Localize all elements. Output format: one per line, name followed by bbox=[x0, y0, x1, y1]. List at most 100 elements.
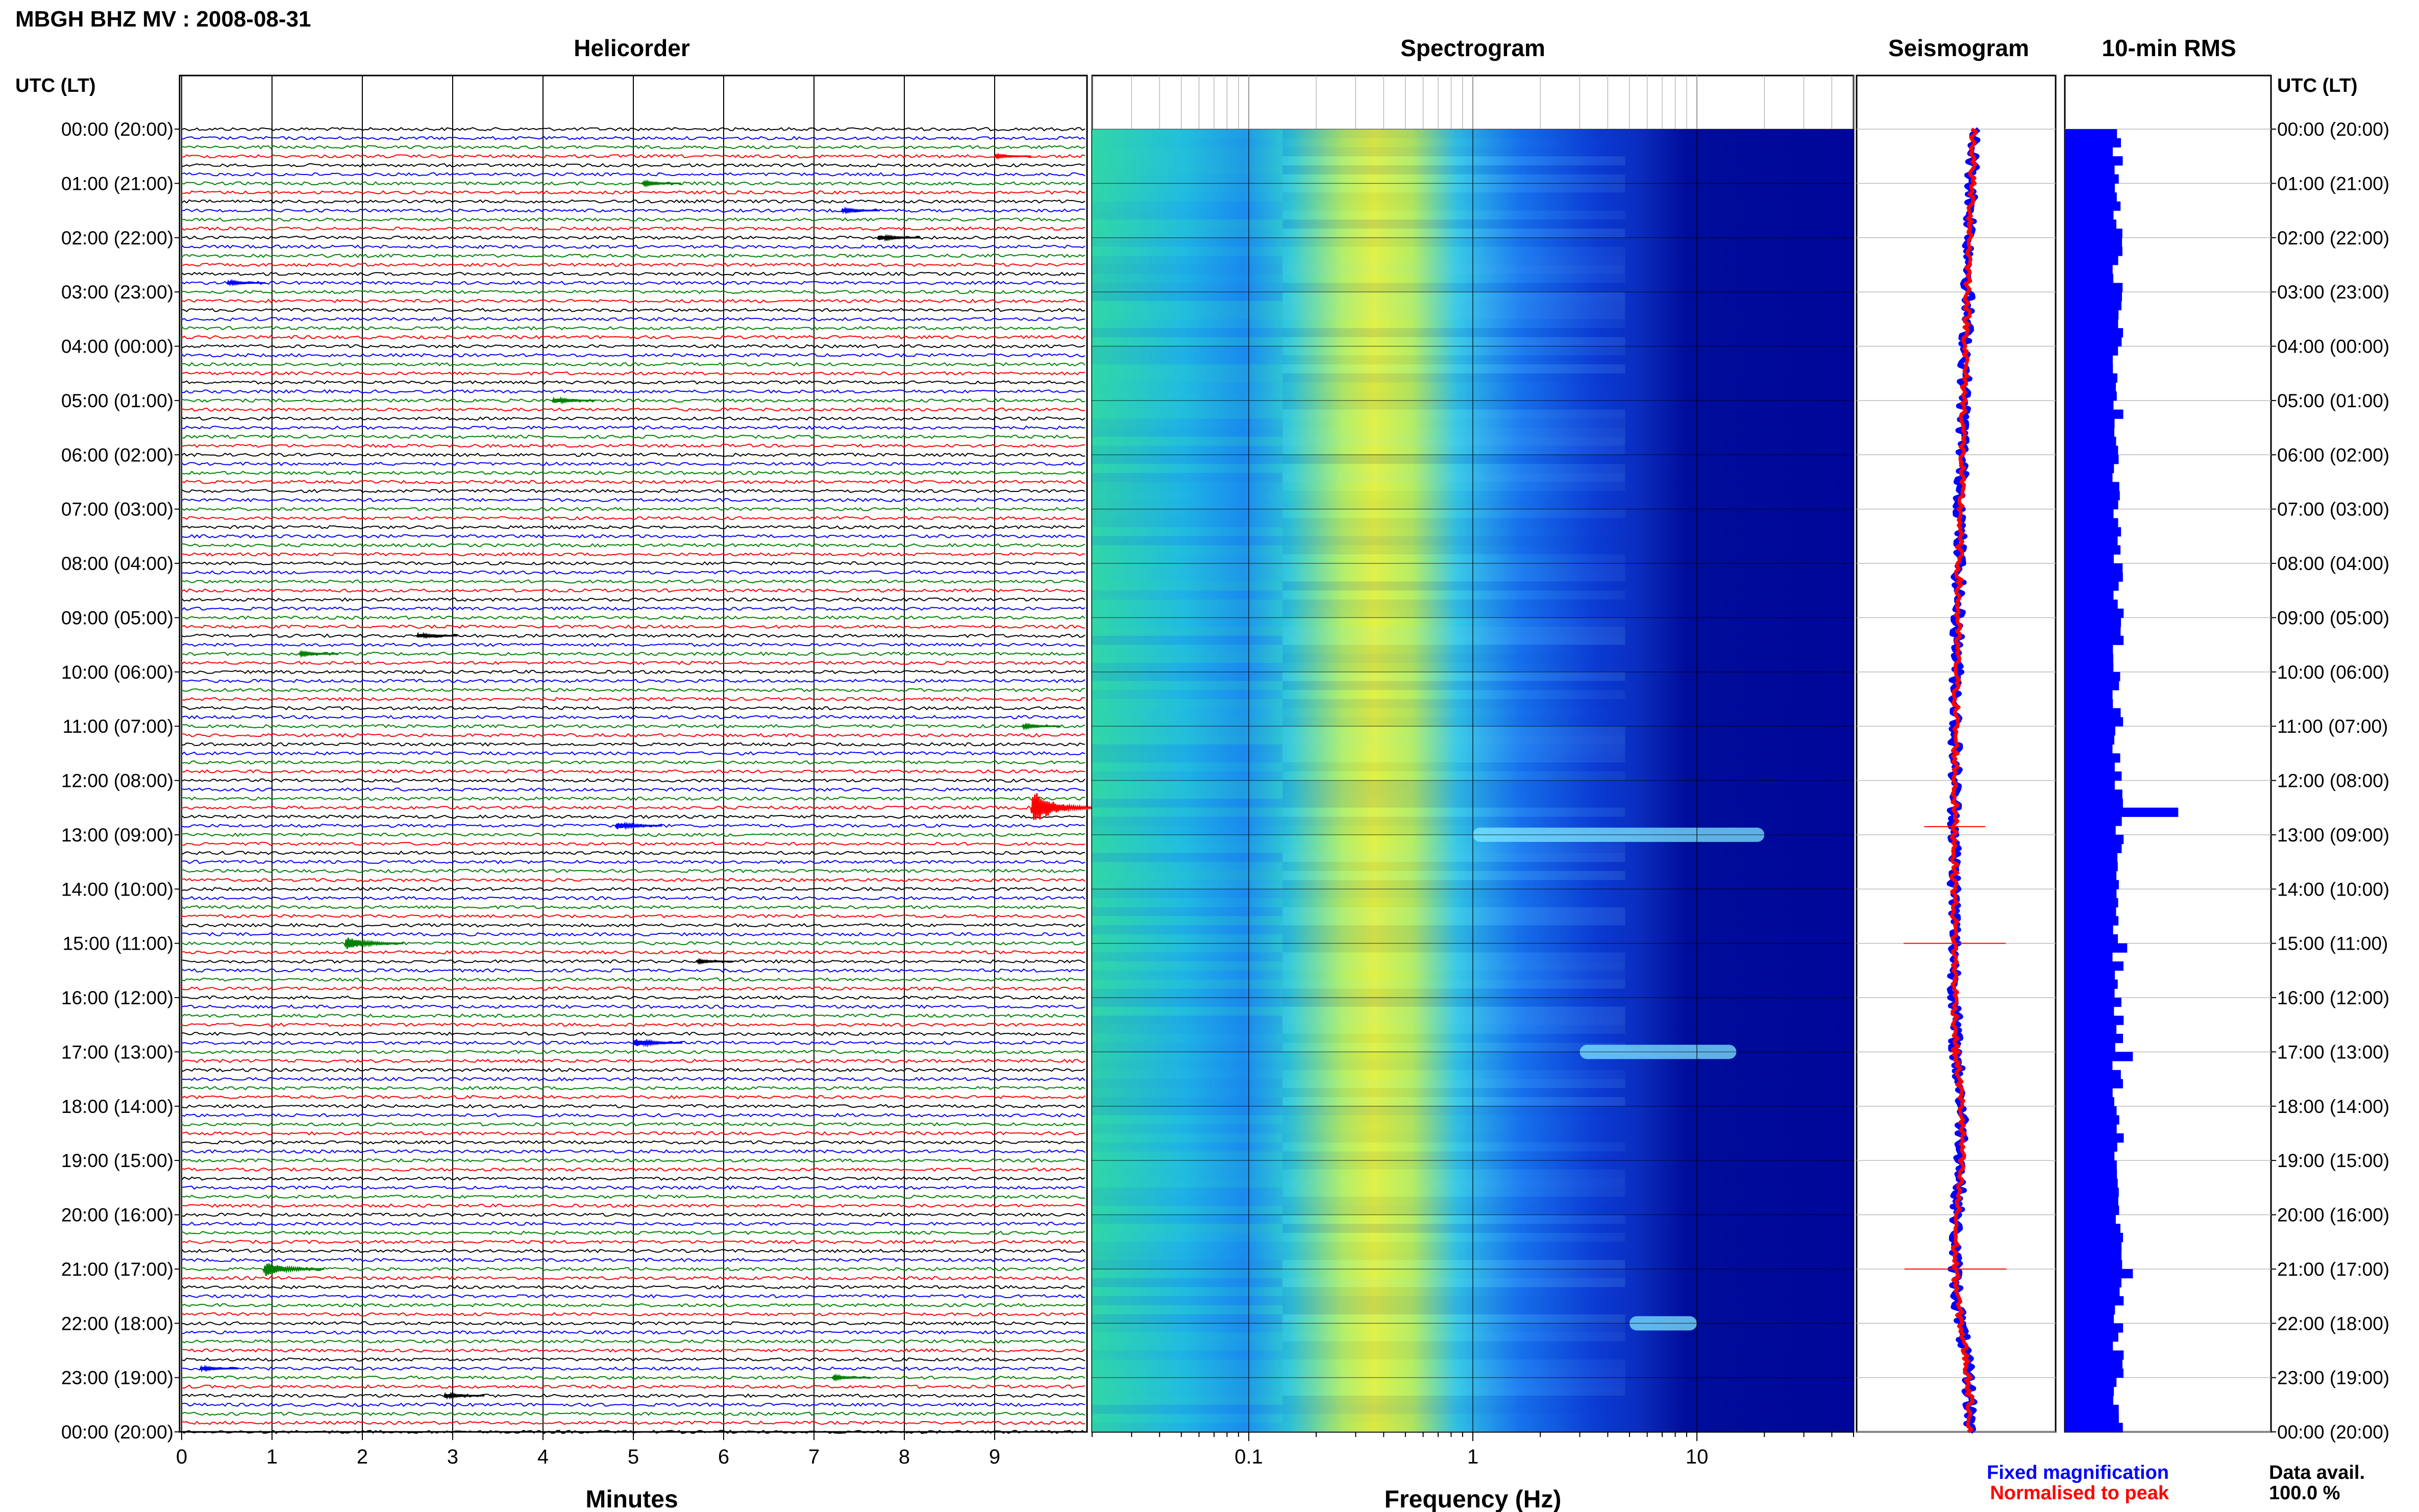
rms-bar bbox=[2065, 246, 2122, 256]
rms-bar bbox=[2065, 1414, 2119, 1423]
spectrogram-row-texture bbox=[1282, 1423, 1625, 1432]
minute-tick-label: 4 bbox=[537, 1446, 549, 1468]
helicorder-trace-line bbox=[181, 1122, 1085, 1127]
helicorder-trace-line bbox=[181, 1321, 1085, 1326]
rms-bar bbox=[2065, 455, 2119, 464]
rms-bar bbox=[2065, 210, 2114, 220]
spectrogram-row-texture bbox=[1092, 816, 1282, 826]
spectrogram-row-texture bbox=[1282, 283, 1625, 292]
helicorder-trace-line bbox=[181, 742, 1085, 747]
helicorder-event bbox=[443, 1392, 485, 1400]
helicorder-trace-line bbox=[181, 1330, 1085, 1335]
rms-bar bbox=[2065, 1133, 2124, 1143]
rms-panel bbox=[2064, 75, 2272, 1433]
helicorder-event bbox=[551, 396, 596, 405]
rms-bar bbox=[2065, 961, 2124, 971]
spectrogram-row-texture bbox=[1282, 129, 1625, 138]
helicorder-trace-line bbox=[181, 371, 1085, 376]
spectrogram-row-texture bbox=[1282, 672, 1625, 681]
spectrogram-row-texture bbox=[1282, 409, 1625, 419]
time-label: 19:00 (15:00) bbox=[2277, 1150, 2389, 1171]
helicorder-trace-line bbox=[181, 1167, 1085, 1172]
spectrogram-row-texture bbox=[1282, 1043, 1625, 1052]
rms-bar bbox=[2065, 735, 2114, 745]
spectrogram-row-texture bbox=[1282, 1287, 1625, 1297]
helicorder-event bbox=[226, 279, 266, 287]
spectrogram-row-texture bbox=[1282, 1178, 1625, 1188]
spectrogram-row-texture bbox=[1282, 690, 1625, 699]
helicorder-trace-line bbox=[181, 127, 1085, 132]
spectrogram-row-texture bbox=[1282, 1314, 1625, 1324]
time-label: 14:00 (10:00) bbox=[61, 879, 174, 900]
spectrogram-row-texture bbox=[1092, 853, 1282, 862]
spectrogram-row-texture bbox=[1282, 880, 1625, 889]
spectrogram-row-texture bbox=[1092, 545, 1282, 555]
time-label: 10:00 (06:00) bbox=[2277, 662, 2389, 683]
spectrogram-row-texture bbox=[1092, 1368, 1282, 1378]
rms-bar bbox=[2065, 1043, 2115, 1052]
spectrogram-row-texture bbox=[1092, 681, 1282, 690]
rms-bar bbox=[2065, 1423, 2123, 1432]
helicorder-trace-line bbox=[182, 706, 1085, 710]
helicorder-trace-line bbox=[181, 932, 1085, 937]
rms-bar bbox=[2065, 400, 2114, 410]
spectrogram-row-texture bbox=[1092, 301, 1282, 310]
spectrogram-row-texture bbox=[1282, 219, 1625, 229]
helicorder-trace-line bbox=[181, 923, 1085, 928]
time-axis-left: 00:00 (20:00) 01:00 (21:00) 02:00 (22:00) 0… bbox=[61, 119, 180, 1443]
spectrogram-row-texture bbox=[1282, 1224, 1625, 1233]
helicorder-trace-line bbox=[181, 353, 1085, 358]
helicorder-trace-line bbox=[181, 1113, 1085, 1118]
spectrogram-row-texture bbox=[1092, 880, 1282, 889]
helicorder-trace-line bbox=[181, 724, 1085, 729]
rms-bar bbox=[2065, 753, 2120, 763]
spectrogram-row-texture bbox=[1092, 1205, 1282, 1215]
time-label: 06:00 (02:00) bbox=[2277, 444, 2389, 465]
spectrogram-row-texture bbox=[1282, 1151, 1625, 1161]
spectrogram-row-texture bbox=[1282, 871, 1625, 880]
spectrogram-row-texture bbox=[1282, 934, 1625, 944]
spectrogram-row-texture bbox=[1092, 1124, 1282, 1133]
spectrogram-row-texture bbox=[1092, 826, 1282, 835]
spectrogram-row-texture bbox=[1282, 699, 1625, 708]
spectrogram-row-texture bbox=[1092, 337, 1282, 346]
spectrogram-row-texture bbox=[1282, 608, 1625, 618]
rms-bar bbox=[2065, 1224, 2120, 1233]
frequency-tick-label: 10 bbox=[1686, 1446, 1709, 1468]
spectrogram-row-texture bbox=[1092, 1396, 1282, 1405]
spectrogram-row-texture bbox=[1282, 1187, 1625, 1197]
spectrogram-row-texture bbox=[1282, 590, 1625, 600]
rms-bar bbox=[2065, 256, 2118, 265]
time-label: 09:00 (05:00) bbox=[2277, 607, 2389, 628]
spectrogram-row-texture bbox=[1282, 1368, 1625, 1378]
spectrogram-row-texture bbox=[1092, 1197, 1282, 1206]
spectrogram-row-texture bbox=[1282, 373, 1625, 383]
helicorder-trace-line bbox=[181, 452, 1085, 457]
spectrogram-row-texture bbox=[1092, 998, 1282, 1007]
utc-label-left: UTC (LT) bbox=[15, 75, 96, 96]
rms-bar bbox=[2065, 1052, 2133, 1061]
time-label: 16:00 (12:00) bbox=[61, 987, 174, 1008]
helicorder-event bbox=[1030, 793, 1093, 820]
minute-tick-label: 8 bbox=[899, 1446, 910, 1468]
time-label: 13:00 (09:00) bbox=[2277, 825, 2389, 846]
minute-tick-label: 1 bbox=[266, 1446, 278, 1468]
helicorder-trace-line bbox=[181, 687, 1085, 692]
helicorder-trace-line bbox=[181, 534, 1085, 539]
spectrogram-row-texture bbox=[1282, 1052, 1625, 1061]
helicorder-trace-line bbox=[181, 1004, 1085, 1009]
rms-bar bbox=[2065, 229, 2122, 238]
helicorder-trace-line bbox=[181, 299, 1085, 304]
helicorder-event bbox=[299, 650, 338, 658]
helicorder-trace-line bbox=[181, 1312, 1085, 1317]
helicorder-trace-line bbox=[181, 633, 1085, 638]
spectrogram-row-texture bbox=[1092, 1224, 1282, 1233]
rms-bar bbox=[2065, 1015, 2124, 1025]
spectrogram-row-texture bbox=[1092, 409, 1282, 419]
rms-bar bbox=[2065, 192, 2117, 202]
rms-bar bbox=[2065, 1269, 2133, 1279]
spectrogram-row-texture bbox=[1092, 599, 1282, 609]
spectrogram-row-texture bbox=[1282, 1414, 1625, 1423]
helicorder-ticks: 0 1 2 3 4 5 6 7 8 9 bbox=[176, 1432, 1000, 1468]
spectrogram-row-texture bbox=[1092, 1287, 1282, 1297]
